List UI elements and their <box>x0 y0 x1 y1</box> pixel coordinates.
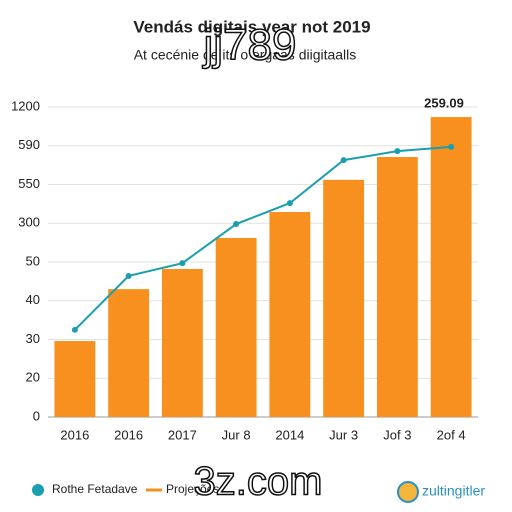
bar <box>430 117 472 417</box>
bar <box>269 212 311 417</box>
line-point <box>71 326 78 333</box>
logo-icon <box>397 481 419 503</box>
line-point <box>340 157 347 164</box>
legend-swatch <box>32 484 44 496</box>
line-point <box>448 143 455 150</box>
watermark: jj789 <box>202 21 297 70</box>
plot-area: 0 20 30 40 50 300 550 590 1200 2016 2016 2017 Jur 8 2… <box>11 98 478 442</box>
y-tick-label: 300 <box>18 215 40 230</box>
line-point <box>125 272 132 279</box>
y-tick-label: 40 <box>26 292 40 307</box>
annotation: 259.09 <box>424 95 464 110</box>
y-tick-label: 590 <box>18 137 40 152</box>
x-tick-label: 2017 <box>168 427 197 442</box>
bar <box>323 179 365 417</box>
y-tick-label: 550 <box>18 176 40 191</box>
y-tick-label: 0 <box>33 408 40 423</box>
logo-text: zultingitler <box>422 483 485 499</box>
line-point <box>394 148 401 155</box>
watermark: 3z.com <box>194 460 323 504</box>
bar <box>215 237 257 417</box>
x-tick-label: Jur 8 <box>222 427 251 442</box>
x-tick-label: Jof 3 <box>383 427 411 442</box>
y-tick-label: 1200 <box>11 98 40 113</box>
x-tick-label: 2016 <box>114 427 143 442</box>
line-point <box>179 260 186 267</box>
legend: Rothe Fetadave Projeções <box>32 482 219 496</box>
legend-label: Rothe Fetadave <box>52 482 138 496</box>
y-tick-label: 30 <box>26 331 40 346</box>
x-tick-label: Jur 3 <box>329 427 358 442</box>
chart-title: Vendás digitais year not 2019 <box>133 17 370 36</box>
bar <box>108 289 150 417</box>
x-tick-label: 2of 4 <box>437 427 466 442</box>
bar <box>376 156 418 418</box>
y-tick-label: 20 <box>26 370 40 385</box>
bar <box>161 268 203 417</box>
line-point <box>286 200 293 207</box>
chart-subtitle: At cecénie de its o ergaas diigitaalls <box>134 47 357 63</box>
bar <box>54 341 96 417</box>
line <box>74 145 452 331</box>
y-tick-label: 50 <box>26 253 40 268</box>
x-tick-label: 2014 <box>275 427 304 442</box>
legend-label: Projeções <box>166 482 219 496</box>
line-point <box>233 221 240 228</box>
x-tick-label: 2016 <box>60 427 89 442</box>
